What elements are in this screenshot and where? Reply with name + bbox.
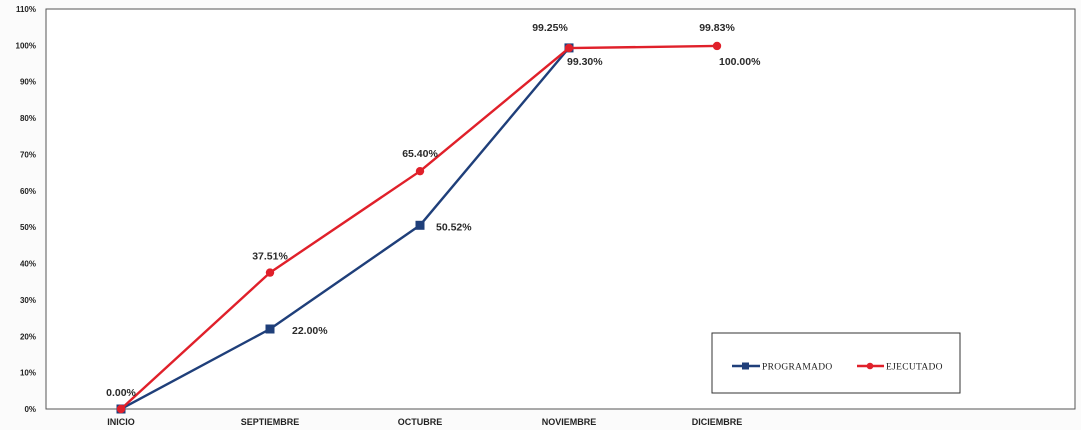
x-tick-label: INICIO bbox=[107, 417, 135, 427]
data-labels: 22.00% 50.52% 99.30% 0.00% 37.51% 65.40% 99.25… bbox=[106, 22, 761, 399]
y-tick-label: 10% bbox=[20, 369, 36, 378]
y-tick-label: 100% bbox=[16, 41, 36, 50]
data-point bbox=[415, 220, 425, 230]
data-label-ejecutado: 37.51% bbox=[252, 251, 288, 263]
data-point bbox=[415, 166, 425, 176]
annotation-label: 100.00% bbox=[719, 56, 761, 68]
x-tick-label: SEPTIEMBRE bbox=[241, 417, 300, 427]
data-label-ejecutado: 0.00% bbox=[106, 387, 136, 399]
x-axis: INICIO SEPTIEMBRE OCTUBRE NOVIEMBRE DICIEMBR… bbox=[107, 417, 742, 427]
y-tick-label: 20% bbox=[20, 332, 36, 341]
data-point bbox=[712, 41, 722, 51]
series-line-programado bbox=[120, 47, 570, 411]
y-tick-label: 90% bbox=[20, 78, 36, 87]
data-point bbox=[116, 404, 126, 414]
x-tick-label: DICIEMBRE bbox=[692, 417, 743, 427]
y-tick-label: 110% bbox=[16, 5, 36, 14]
y-tick-label: 50% bbox=[20, 223, 36, 232]
data-label-programado: 99.30% bbox=[567, 56, 603, 68]
y-tick-label: 40% bbox=[20, 260, 36, 269]
y-tick-label: 30% bbox=[20, 296, 36, 305]
legend: PROGRAMADO EJECUTADO bbox=[711, 332, 961, 394]
legend-marker-ejecutado bbox=[866, 362, 874, 370]
data-label-programado: 22.00% bbox=[292, 325, 328, 337]
y-tick-label: 60% bbox=[20, 187, 36, 196]
legend-marker-programado bbox=[742, 362, 749, 370]
data-label-ejecutado: 65.40% bbox=[402, 148, 438, 160]
x-tick-label: NOVIEMBRE bbox=[542, 417, 597, 427]
data-point bbox=[265, 268, 275, 277]
y-tick-label: 80% bbox=[20, 114, 36, 123]
data-label-ejecutado: 99.83% bbox=[699, 22, 735, 34]
legend-label-programado: PROGRAMADO bbox=[762, 363, 833, 373]
data-label-ejecutado: 99.25% bbox=[532, 22, 568, 34]
data-point bbox=[564, 43, 574, 53]
legend-box bbox=[711, 332, 961, 394]
y-tick-label: 70% bbox=[20, 150, 36, 159]
data-label-programado: 50.52% bbox=[436, 221, 472, 233]
x-tick-label: OCTUBRE bbox=[398, 417, 443, 427]
y-axis: 0% 10% 20% 30% 40% 50% 60% 70% 80% 90% 100% 110% bbox=[16, 5, 36, 414]
y-tick-label: 0% bbox=[24, 405, 36, 414]
series-layer bbox=[116, 41, 722, 414]
data-point bbox=[265, 324, 275, 334]
legend-label-ejecutado: EJECUTADO bbox=[886, 363, 943, 373]
